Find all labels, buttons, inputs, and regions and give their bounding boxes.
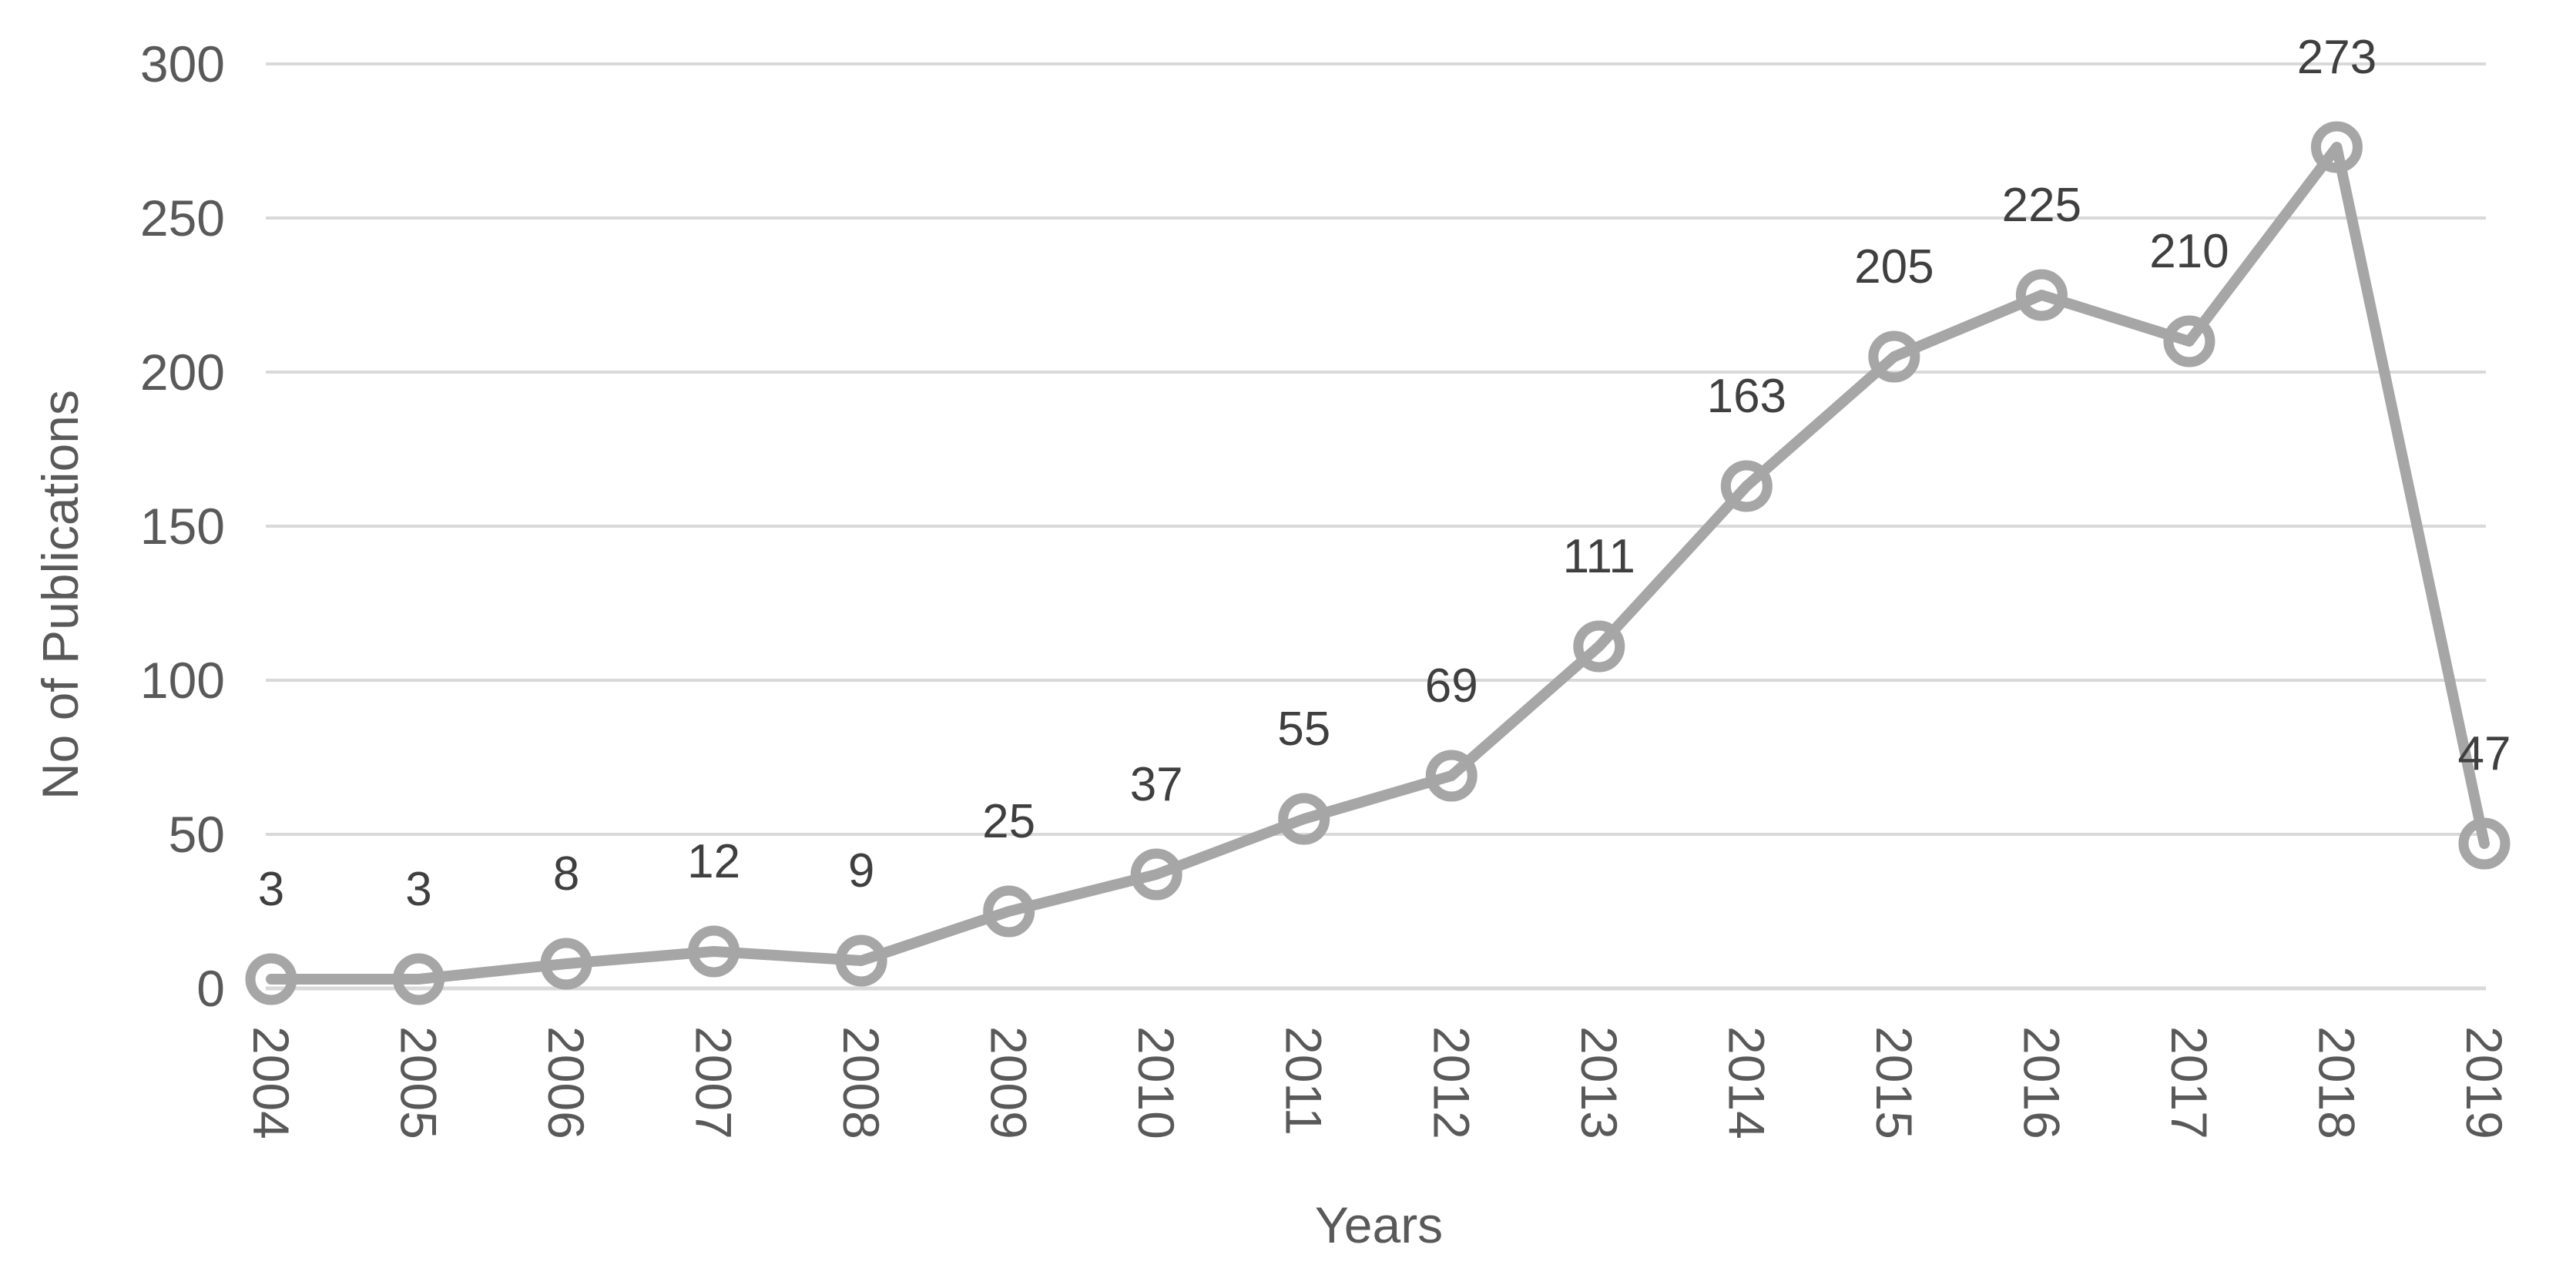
data-point-marker-2019 xyxy=(2458,817,2511,870)
data-point-marker-2014 xyxy=(1720,460,1773,512)
data-point-marker-2008 xyxy=(835,934,887,987)
data-point-marker-2013 xyxy=(1573,620,1625,673)
x-tick-label: 2004 xyxy=(243,1026,300,1139)
data-point-marker-2015 xyxy=(1868,330,1920,383)
y-axis-title: No of Publications xyxy=(32,390,89,800)
y-tick-label: 300 xyxy=(140,35,225,92)
x-tick-label: 2006 xyxy=(538,1026,595,1139)
x-axis-title: Years xyxy=(1314,1196,1444,1253)
data-point-marker-2012 xyxy=(1425,750,1478,802)
data-label-2013: 111 xyxy=(1563,530,1635,583)
x-tick-label: 2011 xyxy=(1276,1026,1333,1136)
x-tick-label: 2012 xyxy=(1423,1026,1480,1139)
data-label-2011: 55 xyxy=(1277,703,1330,756)
data-label-2018: 273 xyxy=(2297,31,2376,84)
data-label-2006: 8 xyxy=(553,847,579,901)
data-label-2010: 37 xyxy=(1130,758,1183,811)
x-tick-label: 2016 xyxy=(2013,1026,2070,1139)
data-point-marker-2018 xyxy=(2310,121,2363,173)
x-tick-label: 2017 xyxy=(2161,1026,2218,1139)
x-tick-label: 2009 xyxy=(981,1026,1038,1139)
data-label-2015: 205 xyxy=(1854,240,1934,294)
data-point-marker-2016 xyxy=(2015,269,2068,321)
x-tick-label: 2013 xyxy=(1571,1026,1628,1139)
data-point-marker-2010 xyxy=(1130,848,1182,901)
y-tick-label: 50 xyxy=(169,806,225,863)
series-line xyxy=(266,142,2490,985)
data-label-2004: 3 xyxy=(258,863,284,916)
x-tick-label: 2005 xyxy=(391,1026,448,1139)
x-tick-label: 2015 xyxy=(1866,1026,1923,1139)
data-label-2017: 210 xyxy=(2149,225,2229,278)
data-label-2019: 47 xyxy=(2458,727,2511,780)
data-point-marker-2017 xyxy=(2163,315,2215,367)
x-tick-label: 2014 xyxy=(1718,1026,1775,1139)
x-tick-label: 2019 xyxy=(2456,1026,2513,1139)
y-tick-label: 0 xyxy=(196,960,225,1017)
data-label-2016: 225 xyxy=(2002,179,2081,232)
x-tick-label: 2010 xyxy=(1128,1026,1185,1139)
y-tick-label: 250 xyxy=(140,190,225,247)
data-point-marker-2005 xyxy=(393,953,445,1005)
x-tick-label: 2018 xyxy=(2308,1026,2365,1139)
data-label-2014: 163 xyxy=(1707,370,1786,423)
data-point-marker-2004 xyxy=(245,953,297,1005)
data-point-marker-2007 xyxy=(688,925,740,978)
y-tick-label: 150 xyxy=(140,498,225,555)
data-label-2008: 9 xyxy=(848,844,874,897)
y-tick-label: 200 xyxy=(140,344,225,401)
data-point-marker-2011 xyxy=(1278,793,1330,845)
data-label-2009: 25 xyxy=(982,795,1035,848)
data-point-marker-2009 xyxy=(983,885,1035,938)
data-label-2012: 69 xyxy=(1425,659,1478,713)
data-label-2005: 3 xyxy=(405,863,431,916)
data-point-marker-2006 xyxy=(540,938,592,990)
x-tick-label: 2008 xyxy=(833,1026,890,1139)
y-tick-label: 100 xyxy=(140,652,225,709)
x-tick-label: 2007 xyxy=(686,1026,743,1139)
data-label-2007: 12 xyxy=(687,835,740,888)
